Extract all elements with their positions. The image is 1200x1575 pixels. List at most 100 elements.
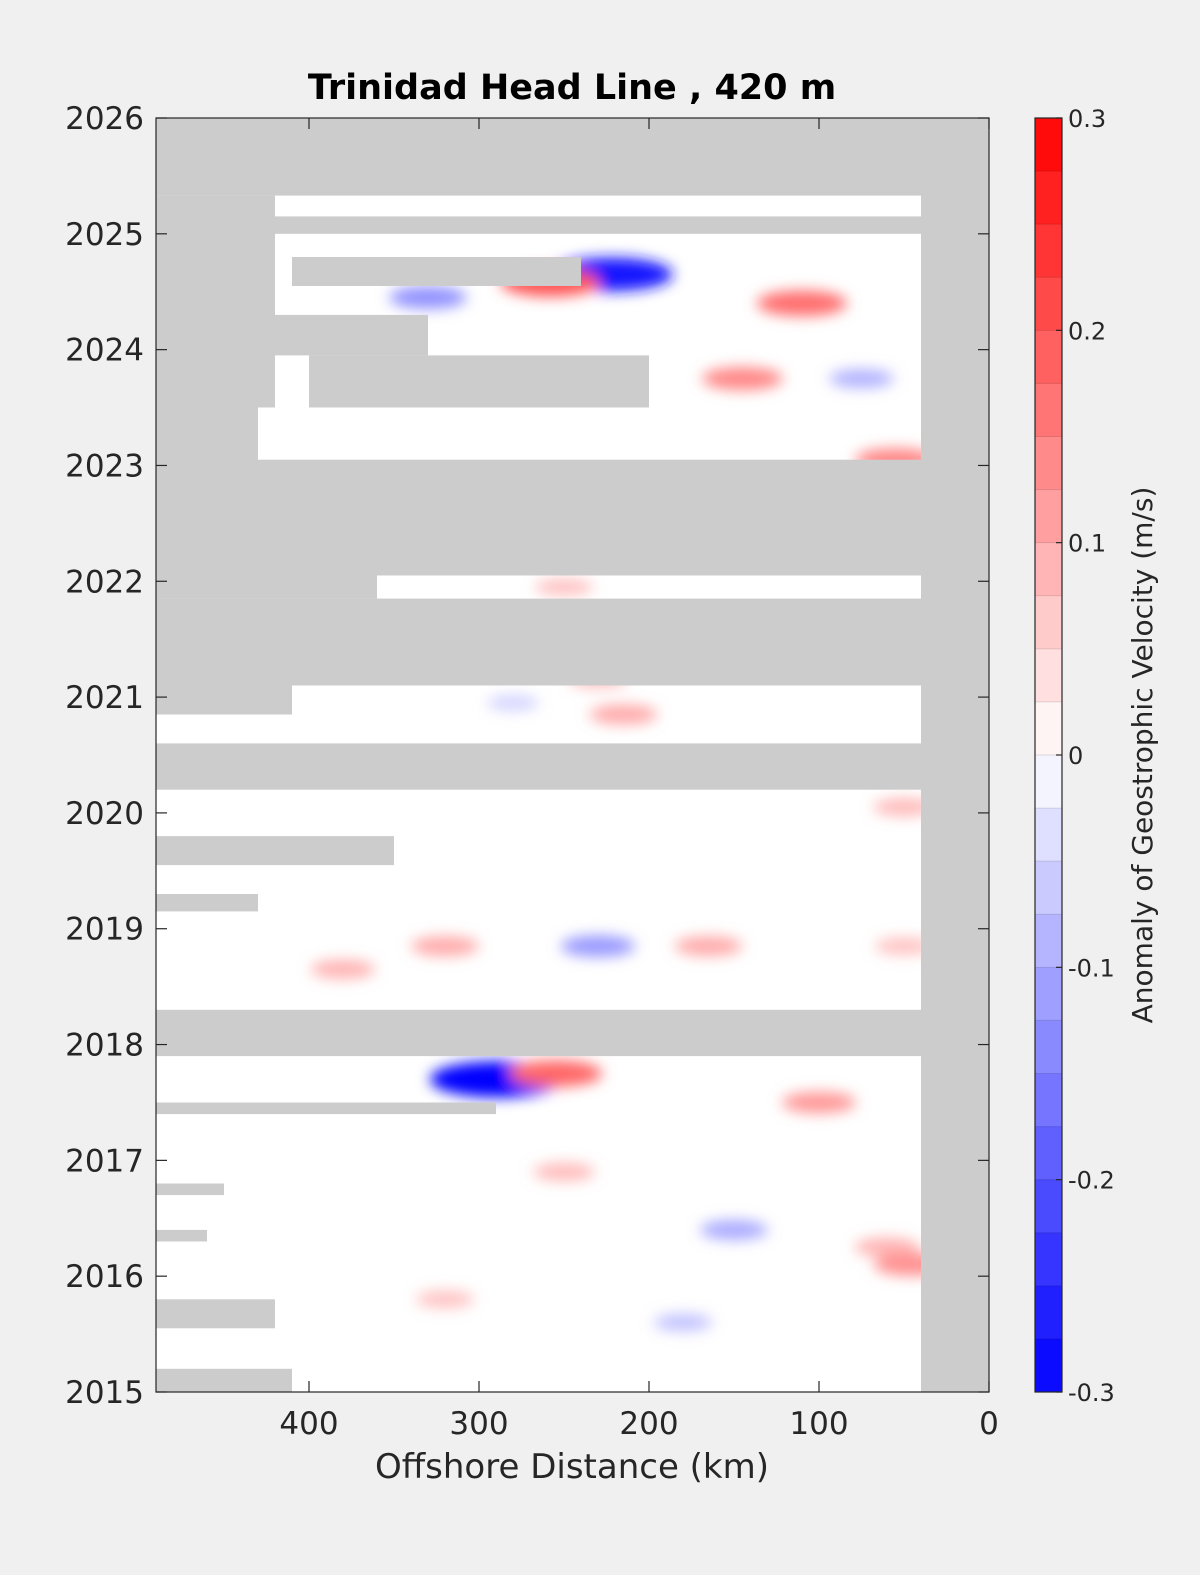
x-tick-label-1: 300 [449,1406,508,1442]
x-axis-label: Offshore Distance (km) [375,1447,769,1487]
anomaly-point-9 [589,704,658,725]
y-axis: 2015 2016 2017 2018 2019 2020 2021 2022 2023 2024… [65,101,989,1411]
colorbar-level-9 [1035,595,1062,650]
colorbar-ticks: 0.3 0.2 0.1 0 -0.1 -0.2 -0.3 [1056,105,1115,1407]
x-tick-label-3: 100 [789,1406,848,1442]
nodata-region-5 [292,257,581,286]
anomaly-point-12 [560,935,636,957]
nodata-region-0 [156,118,989,196]
chart-title: Trinidad Head Line , 420 m [308,68,836,108]
y-tick-label-9: 2024 [65,333,144,369]
anomaly-point-14 [310,959,376,979]
nodata-region-7 [309,355,649,408]
y-tick-label-1: 2016 [65,1259,144,1295]
nodata-region-16 [156,1009,921,1057]
anomaly-point-11 [873,797,935,817]
nodata-region-15 [156,894,258,912]
colorbar-level-5 [1035,383,1062,437]
nodata-region-13 [156,743,921,790]
nodata-region-17 [156,1102,496,1115]
y-tick-label-10: 2025 [65,217,144,253]
colorbar-level-15 [1035,914,1062,968]
anomaly-point-10 [487,694,539,711]
anomaly-point-24 [653,1313,713,1332]
nodata-region-1 [921,118,989,1392]
colorbar-tick-label-3: 0 [1068,742,1083,770]
colorbar-level-17 [1035,1020,1062,1074]
x-tick-label-0: 400 [279,1406,338,1442]
colorbar-label: Anomaly of Geostrophic Velocity (m/s) [1126,487,1159,1024]
colorbar-level-23 [1035,1338,1062,1393]
colorbar-level-14 [1035,861,1062,915]
x-tick-label-2: 200 [619,1406,678,1442]
colorbar-level-10 [1035,648,1062,703]
colorbar-tick-label-0: 0.3 [1068,105,1106,133]
colorbar-tick-label-1: 0.2 [1068,317,1106,345]
nodata-region-4 [275,216,921,234]
colorbar-level-7 [1035,489,1062,544]
y-tick-label-4: 2019 [65,912,144,948]
x-axis: 400 300 200 100 0 [279,118,999,1442]
colorbar-levels [1035,118,1062,1393]
y-tick-label-8: 2023 [65,448,144,484]
colorbar-level-4 [1035,330,1062,384]
nodata-region-18 [156,1183,224,1196]
anomaly-point-5 [829,369,894,389]
colorbar-level-18 [1035,1073,1062,1127]
plot-area: 400 300 200 100 0 20152016201720182019202020… [65,101,999,1442]
nodata-region-19 [156,1229,207,1242]
x-tick-label-4: 0 [979,1406,999,1442]
colorbar-level-8 [1035,542,1062,597]
anomaly-point-2 [389,286,467,309]
anomaly-point-16 [874,937,934,955]
anomaly-point-19 [781,1091,857,1114]
nodata-region-9 [156,459,989,576]
y-tick-label-5: 2020 [65,796,144,832]
colorbar-level-0 [1035,118,1062,172]
colorbar-level-16 [1035,967,1062,1021]
anomaly-point-4 [702,367,783,391]
nodata-region-10 [156,575,377,599]
y-tick-label-2: 2017 [65,1143,144,1179]
nodata-region-2 [156,195,275,408]
y-tick-label-11: 2026 [65,101,144,137]
colorbar-tick-label-6: -0.3 [1068,1379,1115,1407]
anomaly-point-13 [411,936,479,957]
y-tick-label-7: 2022 [65,564,144,600]
anomaly-point-21 [533,1162,595,1182]
anomaly-point-25 [415,1290,475,1309]
colorbar-level-1 [1035,171,1062,225]
y-tick-label-6: 2021 [65,680,144,716]
colorbar-level-3 [1035,277,1062,331]
nodata-region-3 [156,407,258,466]
plot-frame [155,117,990,1393]
y-tick-label-0: 2015 [65,1375,144,1411]
colorbar-level-6 [1035,436,1062,490]
colorbar: 0.3 0.2 0.1 0 -0.1 -0.2 -0.3 Anomaly of Geostr… [1034,105,1159,1407]
colorbar-level-21 [1035,1232,1062,1287]
anomaly-point-3 [756,290,848,317]
colorbar-tick-label-2: 0.1 [1068,530,1106,558]
nodata-region-12 [156,685,292,715]
anomaly-point-7 [534,578,594,596]
colorbar-level-13 [1035,808,1062,862]
colorbar-level-22 [1035,1285,1062,1340]
colorbar-level-19 [1035,1126,1062,1181]
nodata-mask [156,118,989,1392]
nodata-region-11 [156,598,921,686]
anomaly-point-18 [508,1060,603,1087]
nodata-region-6 [275,314,428,356]
colorbar-level-2 [1035,224,1062,278]
anomaly-point-22 [854,1237,920,1257]
anomaly-point-15 [674,936,743,957]
colorbar-tick-label-4: -0.1 [1068,954,1115,982]
nodata-region-21 [156,1368,292,1392]
colorbar-level-11 [1035,701,1062,756]
anomaly-point-20 [700,1219,768,1240]
colorbar-level-20 [1035,1179,1062,1234]
colorbar-level-12 [1035,755,1062,809]
nodata-region-20 [156,1299,275,1329]
colorbar-tick-label-5: -0.2 [1068,1167,1115,1195]
nodata-region-14 [156,836,394,866]
